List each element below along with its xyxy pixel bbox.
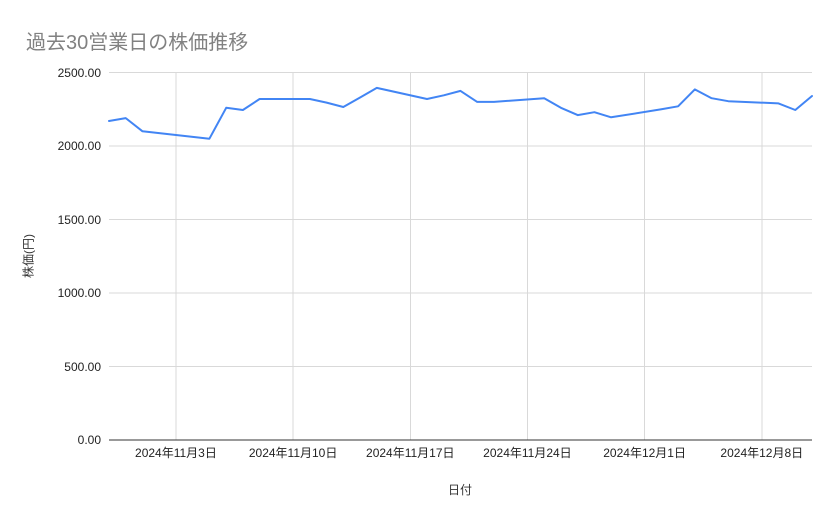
x-tick-label: 2024年11月24日 [483, 446, 572, 460]
price-line-series [108, 86, 813, 140]
y-tick-label: 2500.00 [57, 65, 101, 80]
y-tick-label: 500.00 [64, 359, 101, 374]
chart-title: 過去30営業日の株価推移 [26, 32, 249, 54]
x-axis-title: 日付 [447, 483, 473, 497]
x-tick-label: 2024年11月17日 [366, 446, 455, 460]
y-axis-title: 株価(円) [21, 234, 36, 278]
x-tick-label: 2024年12月8日 [720, 446, 804, 460]
y-tick-label: 2000.00 [57, 139, 101, 153]
y-tick-label: 0.00 [77, 433, 101, 447]
x-tick-label: 2024年11月3日 [135, 446, 217, 460]
y-tick-label: 1500.00 [57, 212, 101, 227]
x-tick-label: 2024年12月1日 [603, 446, 686, 460]
x-tick-label: 2024年11月10日 [248, 446, 338, 460]
y-tick-label: 1000.00 [57, 286, 101, 300]
